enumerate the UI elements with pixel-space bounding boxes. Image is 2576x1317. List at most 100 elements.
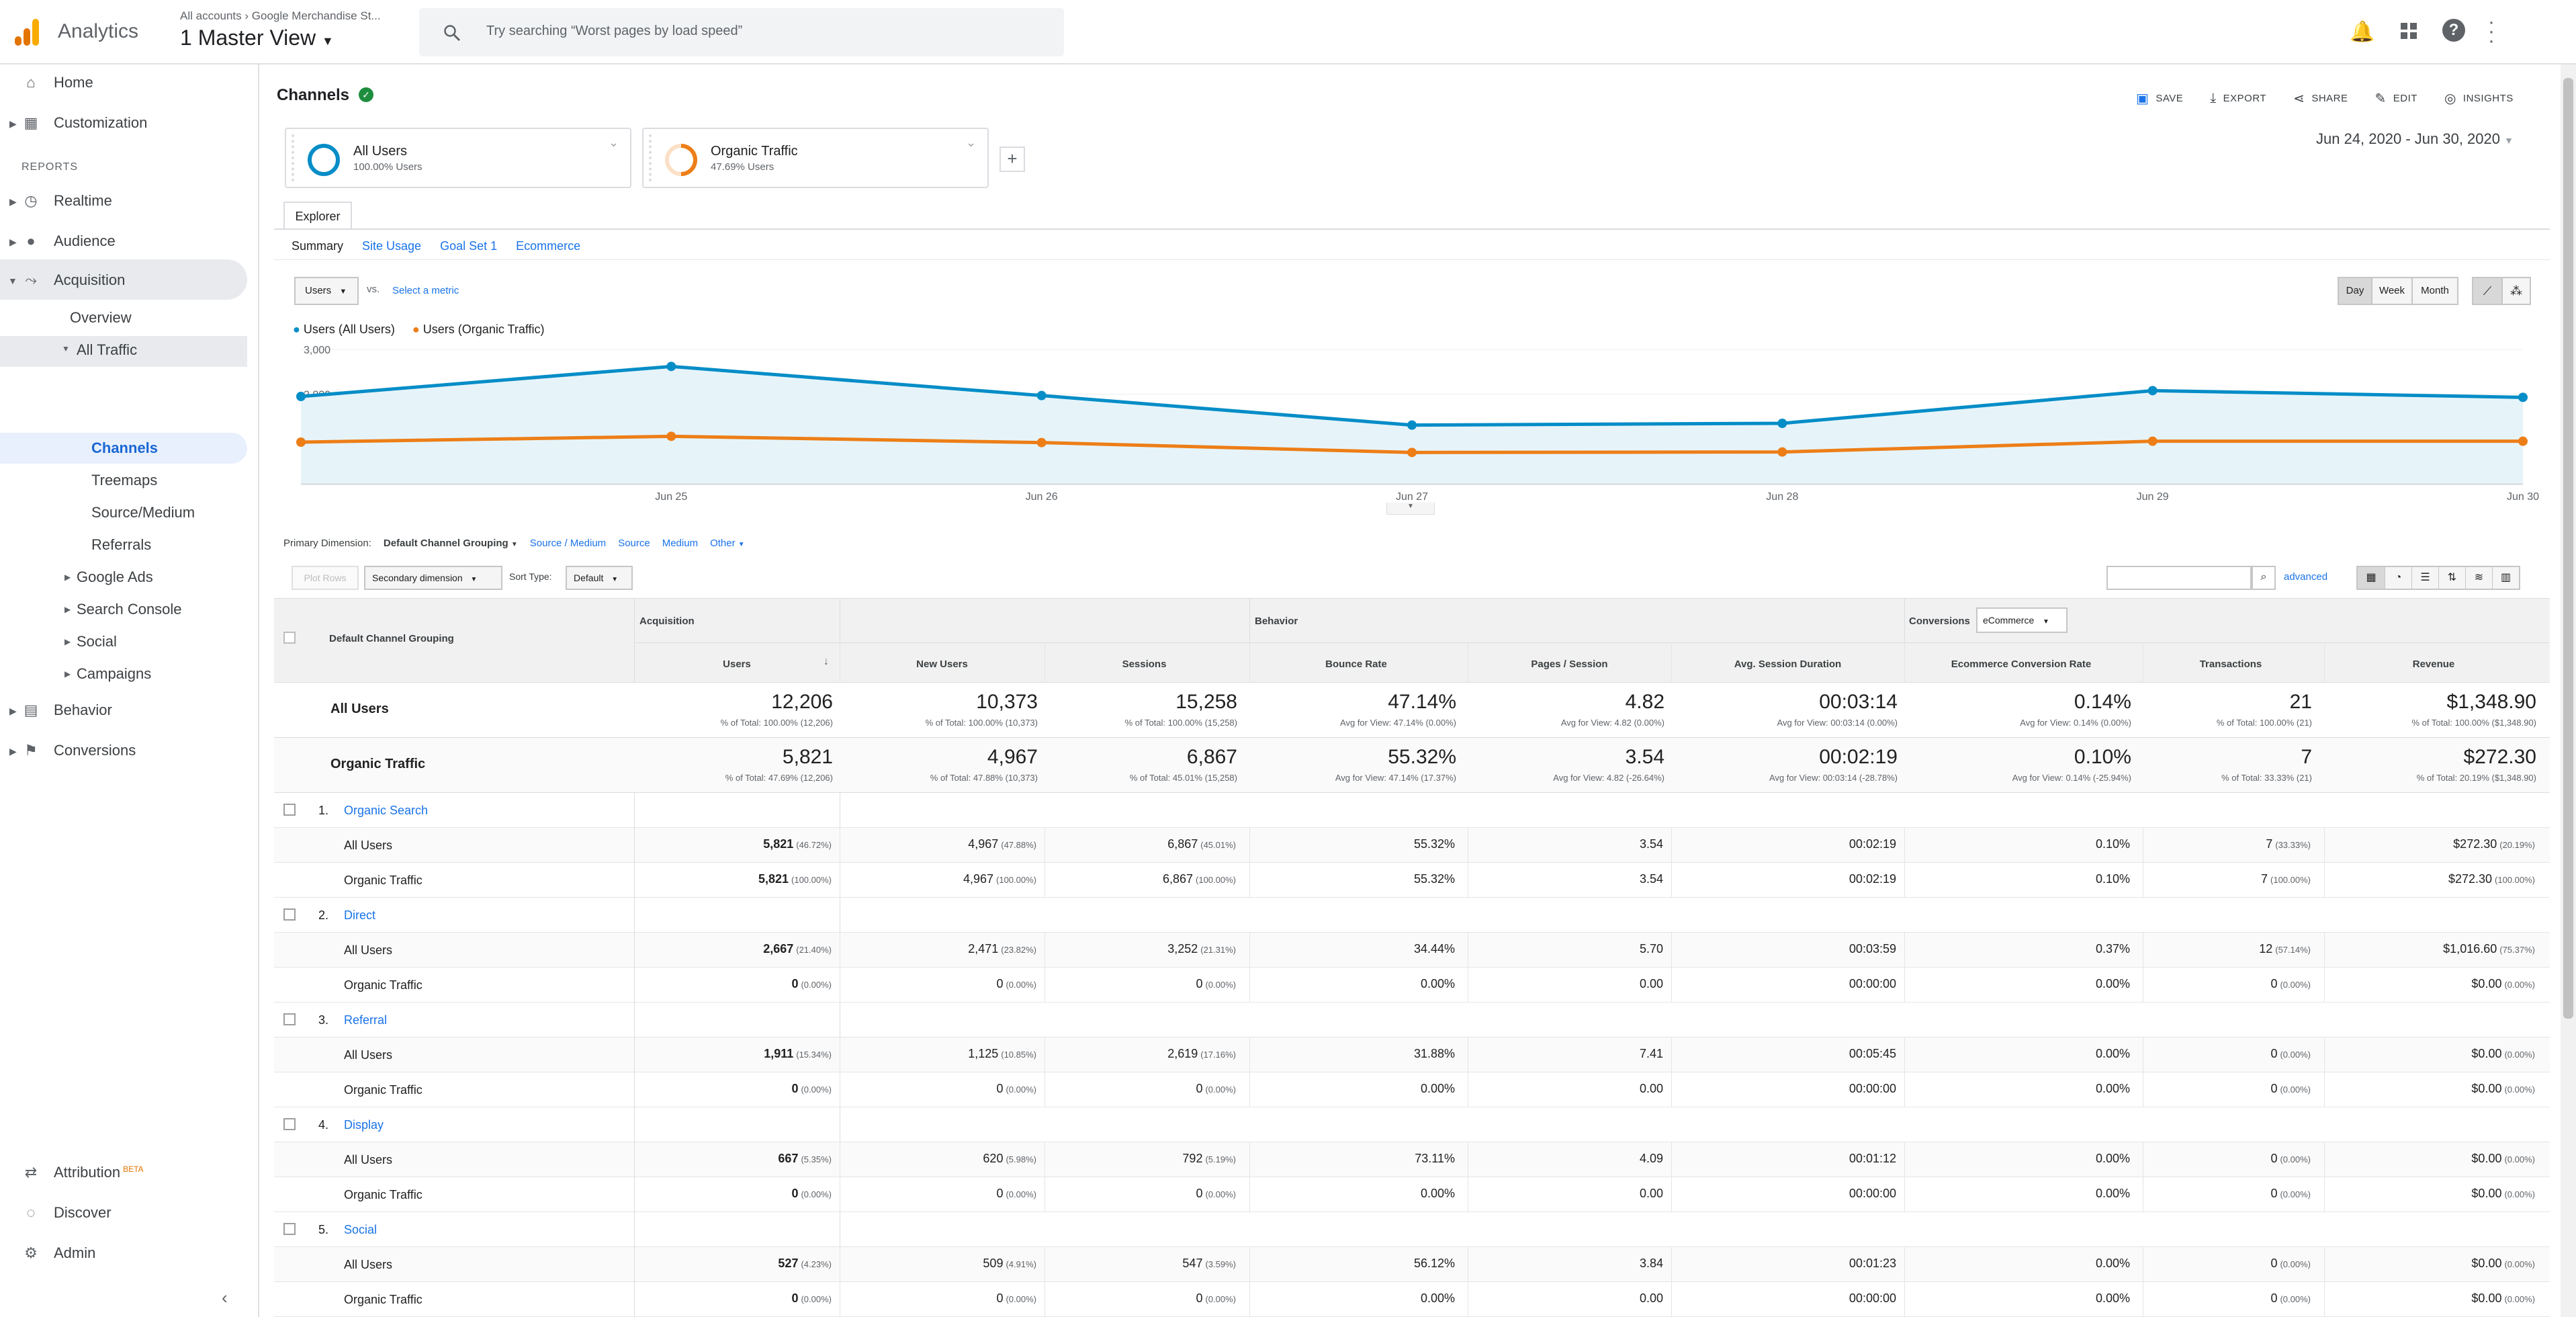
subtab-summary[interactable]: Summary bbox=[292, 239, 344, 253]
search-icon[interactable]: ⌕ bbox=[2252, 566, 2276, 590]
sidebar-item-attribution[interactable]: ⇄ Attribution BETA bbox=[21, 1164, 144, 1181]
data-point[interactable] bbox=[2147, 386, 2158, 396]
data-point[interactable] bbox=[1407, 420, 1417, 430]
pivot-view-icon[interactable]: ▥ bbox=[2492, 567, 2519, 589]
conversions-select[interactable]: eCommerce ▼ bbox=[1976, 607, 2068, 633]
data-point[interactable] bbox=[1036, 437, 1047, 448]
advanced-filter-link[interactable]: advanced bbox=[2284, 571, 2327, 583]
sidebar-item-channels[interactable]: Channels bbox=[91, 439, 159, 456]
line-chart-icon[interactable]: ⟋ bbox=[2473, 278, 2501, 304]
week-button[interactable]: Week bbox=[2371, 278, 2411, 304]
segment-card-all-users[interactable]: All Users 100.00% Users ⌄ bbox=[285, 128, 631, 188]
scrollbar[interactable] bbox=[2561, 65, 2576, 1317]
column-header-6[interactable]: Ecommerce Conversion Rate bbox=[1951, 658, 2092, 670]
more-vert-icon[interactable]: · · · bbox=[2488, 11, 2495, 52]
row-checkbox[interactable] bbox=[283, 908, 296, 921]
table-view-icon[interactable]: ▦ bbox=[2358, 567, 2385, 589]
subtab-site-usage[interactable]: Site Usage bbox=[362, 239, 422, 253]
data-point[interactable] bbox=[296, 392, 306, 401]
sort-desc-icon[interactable]: ↓ bbox=[824, 656, 829, 667]
channel-link-direct[interactable]: Direct bbox=[344, 908, 376, 922]
subtab-ecommerce[interactable]: Ecommerce bbox=[516, 239, 581, 253]
edit-button[interactable]: ✎ EDIT bbox=[2375, 90, 2417, 107]
channel-link-social[interactable]: Social bbox=[344, 1223, 377, 1236]
day-button[interactable]: Day bbox=[2339, 278, 2371, 304]
legend-item-all-users[interactable]: ● Users (All Users) bbox=[293, 323, 395, 337]
sidebar-item-source-medium[interactable]: Source/Medium bbox=[91, 504, 195, 521]
column-header-8[interactable]: Revenue bbox=[2412, 658, 2455, 670]
channel-link-organic-search[interactable]: Organic Search bbox=[344, 804, 429, 817]
channel-link-display[interactable]: Display bbox=[344, 1118, 384, 1132]
data-point[interactable] bbox=[296, 437, 306, 447]
sidebar-item-customization[interactable]: ▦ Customization bbox=[21, 114, 148, 132]
sidebar-item-home[interactable]: ⌂ Home bbox=[21, 74, 93, 91]
sidebar-item-acquisition[interactable]: ⤳ Acquisition bbox=[21, 271, 125, 289]
drag-handle[interactable] bbox=[649, 134, 652, 181]
column-header-2[interactable]: Sessions bbox=[1122, 658, 1167, 670]
subtab-goal-set-1[interactable]: Goal Set 1 bbox=[440, 239, 498, 253]
save-button[interactable]: ▣ SAVE bbox=[2136, 90, 2183, 107]
plot-rows-button[interactable]: Plot Rows bbox=[292, 566, 359, 590]
sidebar-item-conversions[interactable]: ⚑ Conversions bbox=[21, 742, 136, 759]
tab-explorer[interactable]: Explorer bbox=[283, 202, 352, 230]
notifications-bell-icon[interactable]: 🔔 bbox=[2350, 21, 2375, 43]
sidebar-item-treemaps[interactable]: Treemaps bbox=[91, 472, 158, 488]
sidebar-item-referrals[interactable]: Referrals bbox=[91, 536, 152, 553]
data-point[interactable] bbox=[1407, 448, 1417, 458]
column-header-5[interactable]: Avg. Session Duration bbox=[1734, 658, 1842, 670]
data-point[interactable] bbox=[666, 362, 676, 372]
chart-resize-handle[interactable]: ▼ bbox=[1386, 503, 1435, 515]
secondary-dimension-select[interactable]: Secondary dimension ▼ bbox=[364, 566, 502, 590]
insights-button[interactable]: ◎ INSIGHTS bbox=[2444, 90, 2514, 107]
term-cloud-icon[interactable]: ≋ bbox=[2465, 567, 2492, 589]
column-header-7[interactable]: Transactions bbox=[2199, 658, 2262, 670]
dimension-default-channel-grouping[interactable]: Default Channel Grouping ▼ bbox=[384, 538, 518, 549]
dimension-source-medium[interactable]: Source / Medium bbox=[529, 538, 607, 549]
select-metric-link[interactable]: Select a metric bbox=[392, 285, 459, 296]
data-point[interactable] bbox=[666, 431, 676, 441]
sidebar-item-google-ads[interactable]: Google Ads bbox=[77, 568, 153, 585]
drag-handle[interactable] bbox=[292, 134, 294, 181]
data-point[interactable] bbox=[1777, 447, 1787, 457]
compare-view-icon[interactable]: ⇅ bbox=[2438, 567, 2465, 589]
sidebar-item-social[interactable]: Social bbox=[77, 633, 117, 650]
data-point[interactable] bbox=[1777, 419, 1787, 428]
column-header-1[interactable]: New Users bbox=[916, 658, 968, 670]
data-point[interactable] bbox=[2518, 436, 2528, 446]
export-button[interactable]: ⤓ EXPORT bbox=[2210, 90, 2266, 107]
column-header-3[interactable]: Bounce Rate bbox=[1325, 658, 1387, 670]
breadcrumb[interactable]: All accounts › Google Merchandise St... bbox=[180, 9, 381, 22]
add-segment-button[interactable]: + bbox=[1000, 146, 1025, 172]
bar-view-icon[interactable]: ☰ bbox=[2411, 567, 2438, 589]
sidebar-item-admin[interactable]: ⚙ Admin bbox=[21, 1244, 95, 1262]
motion-chart-icon[interactable]: ⁂ bbox=[2501, 278, 2530, 304]
sidebar-item-behavior[interactable]: ▤ Behavior bbox=[21, 702, 112, 719]
sidebar-item-discover[interactable]: ◌ Discover bbox=[21, 1204, 111, 1222]
search-input[interactable]: Try searching “Worst pages by load speed… bbox=[419, 8, 1064, 56]
data-point[interactable] bbox=[2518, 392, 2528, 402]
dimension-source[interactable]: Source bbox=[618, 538, 650, 549]
column-header-4[interactable]: Pages / Session bbox=[1531, 658, 1608, 670]
row-checkbox[interactable] bbox=[283, 804, 296, 816]
data-point[interactable] bbox=[1036, 390, 1047, 400]
column-header-0[interactable]: Users bbox=[723, 658, 751, 670]
sidebar-item-campaigns[interactable]: Campaigns bbox=[77, 665, 152, 682]
sidebar-item-all-traffic[interactable]: All Traffic bbox=[77, 341, 138, 358]
share-button[interactable]: ⋖ SHARE bbox=[2293, 90, 2348, 107]
pie-view-icon[interactable]: ◔ bbox=[2385, 567, 2411, 589]
scrollbar-thumb[interactable] bbox=[2563, 78, 2573, 1019]
chevron-down-icon[interactable]: ⌄ bbox=[966, 136, 977, 149]
segment-card-organic-traffic[interactable]: Organic Traffic 47.69% Users ⌄ bbox=[642, 128, 989, 188]
date-range-picker[interactable]: Jun 24, 2020 - Jun 30, 2020 ▼ bbox=[2316, 130, 2514, 148]
row-checkbox[interactable] bbox=[283, 1013, 296, 1025]
legend-item-organic[interactable]: ● Users (Organic Traffic) bbox=[412, 323, 545, 337]
apps-grid-icon[interactable] bbox=[2399, 22, 2418, 44]
view-selector[interactable]: 1 Master View ▼ bbox=[180, 26, 334, 50]
metric-select[interactable]: Users ▼ bbox=[294, 277, 359, 305]
collapse-sidebar-icon[interactable]: ‹ bbox=[222, 1287, 228, 1308]
sort-type-select[interactable]: Default ▼ bbox=[566, 566, 633, 590]
data-point[interactable] bbox=[2147, 436, 2158, 446]
table-header[interactable] bbox=[274, 598, 2550, 683]
dimension-medium[interactable]: Medium bbox=[662, 538, 699, 549]
help-icon[interactable]: ? bbox=[2442, 19, 2465, 42]
